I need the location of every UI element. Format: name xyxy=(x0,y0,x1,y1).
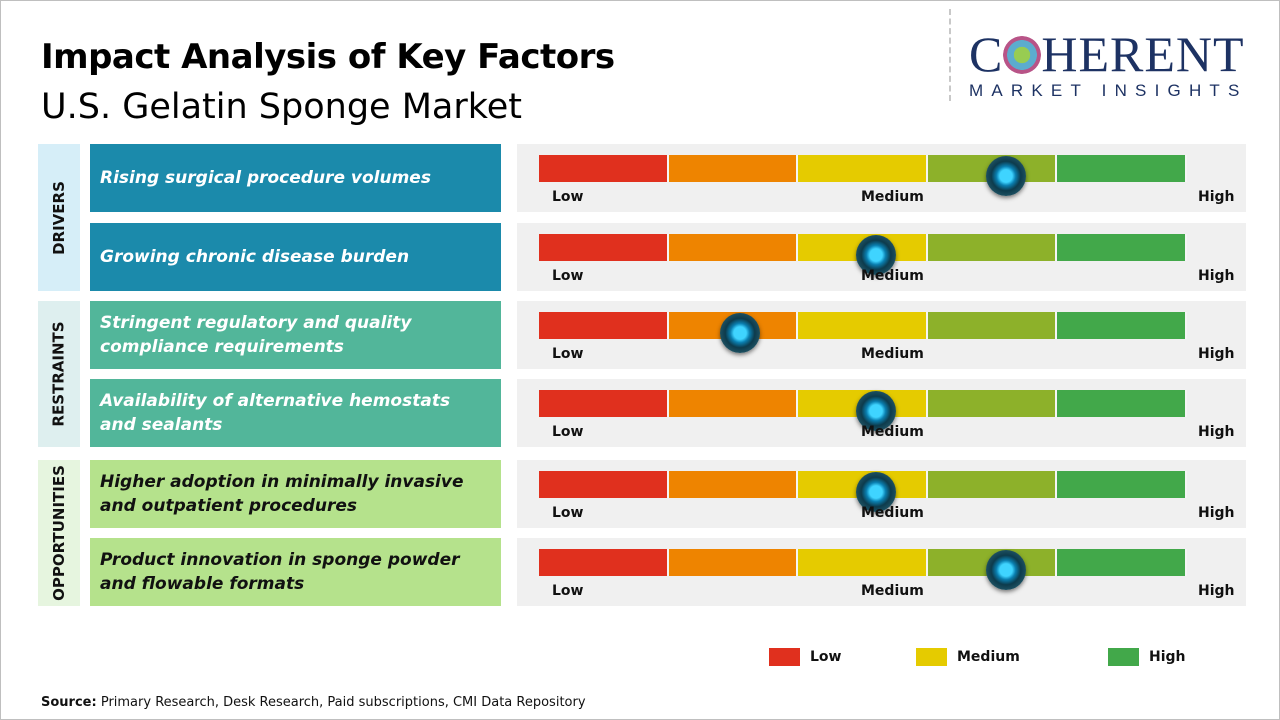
scale-segment xyxy=(539,312,669,339)
source-label: Source: xyxy=(41,695,97,710)
impact-gauge: Low Medium High xyxy=(517,460,1246,528)
scale-segment xyxy=(1057,312,1187,339)
scale-segment xyxy=(927,471,1058,498)
impact-marker-knob xyxy=(855,235,896,275)
category-label: OPPORTUNITIES xyxy=(50,465,68,601)
scale-label-low: Low xyxy=(552,189,584,205)
scale-label-medium: Medium xyxy=(861,346,924,362)
impact-gauge: Low Medium High xyxy=(517,144,1246,212)
scale-segment xyxy=(668,549,799,576)
legend-swatch-medium xyxy=(916,648,947,666)
scale-label-high: High xyxy=(1198,424,1235,440)
factor-label: Rising surgical procedure volumes xyxy=(90,144,501,212)
scale-label-low: Low xyxy=(552,346,584,362)
source-text: Primary Research, Desk Research, Paid su… xyxy=(100,695,586,710)
scale-segment xyxy=(668,234,799,261)
impact-scale-bar xyxy=(539,390,1187,431)
scale-segment xyxy=(1057,471,1187,498)
scale-segment xyxy=(668,390,799,417)
impact-marker-knob xyxy=(855,472,896,512)
scale-segment xyxy=(539,471,669,498)
legend-high: High xyxy=(1108,648,1186,666)
impact-gauge: Low Medium High xyxy=(517,301,1246,369)
impact-scale-bar xyxy=(539,471,1187,512)
scale-segment xyxy=(798,549,928,576)
legend-medium: Medium xyxy=(916,648,1020,666)
legend-label: Low xyxy=(810,649,842,665)
scale-label-medium: Medium xyxy=(861,505,924,521)
scale-label-high: High xyxy=(1198,268,1235,284)
category-label: DRIVERS xyxy=(50,180,69,255)
factor-text: Growing chronic disease burden xyxy=(100,247,410,267)
scale-segment xyxy=(668,471,799,498)
scale-label-high: High xyxy=(1198,189,1235,205)
impact-gauge: Low Medium High xyxy=(517,538,1246,606)
logo-tagline: MARKET INSIGHTS xyxy=(969,81,1248,100)
scale-label-low: Low xyxy=(552,424,584,440)
scale-segment xyxy=(539,234,669,261)
impact-gauge: Low Medium High xyxy=(517,379,1246,447)
category-drivers: DRIVERS xyxy=(38,144,80,291)
impact-scale-bar xyxy=(539,549,1187,590)
factor-text: Higher adoption in minimally invasive an… xyxy=(100,472,464,516)
scale-segment xyxy=(1057,155,1187,182)
legend-swatch-low xyxy=(769,648,800,666)
scale-label-medium: Medium xyxy=(861,268,924,284)
factor-text: Stringent regulatory and quality complia… xyxy=(100,313,412,357)
factor-label: Higher adoption in minimally invasive an… xyxy=(90,460,501,528)
scale-label-high: High xyxy=(1198,346,1235,362)
scale-segment xyxy=(1057,390,1187,417)
scale-segment xyxy=(668,155,799,182)
logo-wordmark: C HERENT xyxy=(969,26,1245,82)
scale-segment xyxy=(539,549,669,576)
scale-label-low: Low xyxy=(552,583,584,599)
impact-scale-bar xyxy=(539,312,1187,353)
scale-segment xyxy=(539,155,669,182)
scale-label-medium: Medium xyxy=(861,424,924,440)
scale-segment xyxy=(927,234,1058,261)
factor-text: Rising surgical procedure volumes xyxy=(100,168,431,188)
page-subtitle: U.S. Gelatin Sponge Market xyxy=(41,87,523,127)
legend-swatch-high xyxy=(1108,648,1139,666)
impact-marker-knob xyxy=(719,313,760,353)
page-title: Impact Analysis of Key Factors xyxy=(41,37,615,77)
globe-icon xyxy=(1003,36,1042,74)
legend-label: High xyxy=(1149,649,1186,665)
factor-text: Availability of alternative hemostats an… xyxy=(100,391,451,435)
company-logo: C HERENT MARKET INSIGHTS xyxy=(969,29,1261,101)
scale-label-high: High xyxy=(1198,583,1235,599)
factor-label: Stringent regulatory and quality complia… xyxy=(90,301,501,369)
source-note: Source: Primary Research, Desk Research,… xyxy=(41,695,586,710)
scale-label-high: High xyxy=(1198,505,1235,521)
scale-segment xyxy=(1057,234,1187,261)
legend-low: Low xyxy=(769,648,841,666)
scale-label-medium: Medium xyxy=(861,189,924,205)
impact-marker-knob xyxy=(985,550,1026,590)
impact-scale-bar xyxy=(539,234,1187,275)
impact-marker-knob xyxy=(985,156,1026,196)
scale-segment xyxy=(927,390,1058,417)
factor-text: Product innovation in sponge powder and … xyxy=(100,550,460,594)
impact-gauge: Low Medium High xyxy=(517,223,1246,291)
scale-segment xyxy=(798,155,928,182)
factor-label: Product innovation in sponge powder and … xyxy=(90,538,501,606)
scale-segment xyxy=(927,312,1058,339)
impact-marker-knob xyxy=(855,391,896,431)
category-restraints: RESTRAINTS xyxy=(38,301,80,447)
scale-label-low: Low xyxy=(552,505,584,521)
impact-scale-bar xyxy=(539,155,1187,196)
scale-segment xyxy=(1057,549,1187,576)
legend-label: Medium xyxy=(957,649,1020,665)
divider xyxy=(949,9,951,101)
scale-segment xyxy=(798,312,928,339)
category-label: RESTRAINTS xyxy=(50,321,69,427)
factor-label: Growing chronic disease burden xyxy=(90,223,501,291)
scale-label-medium: Medium xyxy=(861,583,924,599)
factor-label: Availability of alternative hemostats an… xyxy=(90,379,501,447)
category-opportunities: OPPORTUNITIES xyxy=(38,460,80,606)
scale-label-low: Low xyxy=(552,268,584,284)
scale-segment xyxy=(539,390,669,417)
